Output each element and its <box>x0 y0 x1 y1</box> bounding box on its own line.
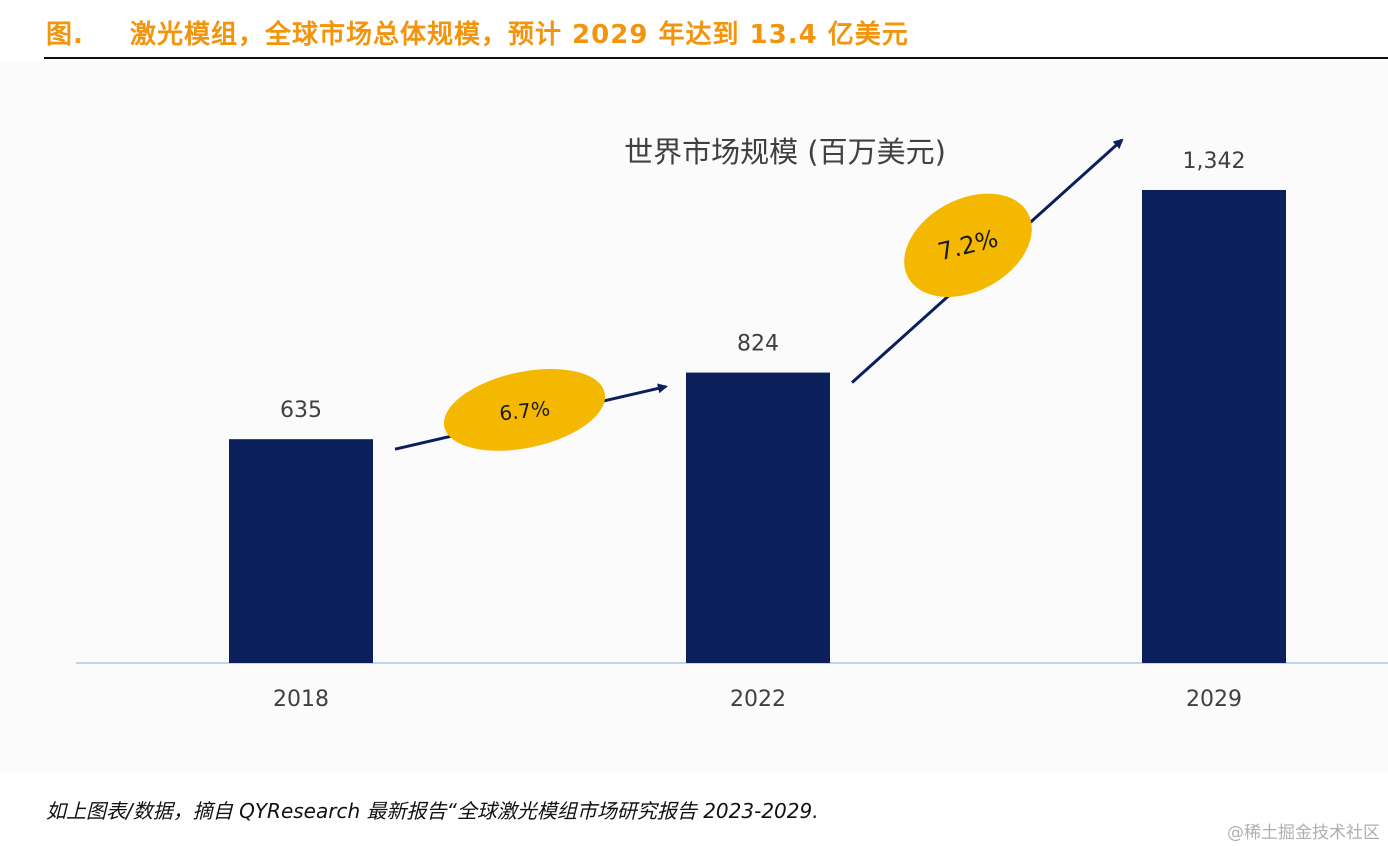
bar-2029 <box>1142 190 1286 663</box>
tick-label-2022: 2022 <box>730 687 786 712</box>
header-divider <box>44 57 1388 59</box>
header: 图. 激光模组，全球市场总体规模，预计 2029 年达到 13.4 亿美元 <box>0 0 1388 62</box>
source-note: 如上图表/数据，摘自 QYResearch 最新报告“全球激光模组市场研究报告 … <box>46 799 819 823</box>
growth-rate-label-1: 6.7% <box>498 396 551 425</box>
data-label-2029: 1,342 <box>1183 149 1246 174</box>
data-label-2018: 635 <box>280 398 322 423</box>
chart-panel: 世界市场规模 (百万美元) 635 2018 824 2022 1,342 2029 6.… <box>0 62 1388 772</box>
tick-label-2018: 2018 <box>273 687 329 712</box>
figure-prefix: 图. <box>46 20 84 50</box>
tick-label-2029: 2029 <box>1186 687 1242 712</box>
bar-2022 <box>686 372 830 663</box>
figure-title: 激光模组，全球市场总体规模，预计 2029 年达到 13.4 亿美元 <box>130 20 909 50</box>
chart-title: 世界市场规模 (百万美元) <box>624 135 946 169</box>
data-label-2022: 824 <box>737 332 779 357</box>
watermark: @稀土掘金技术社区 <box>1227 823 1380 843</box>
growth-badge-1 <box>443 368 606 451</box>
bar-chart: 世界市场规模 (百万美元) 635 2018 824 2022 1,342 2029 6.… <box>76 135 1388 712</box>
bar-2018 <box>229 439 373 663</box>
growth-badge-2 <box>904 193 1032 297</box>
